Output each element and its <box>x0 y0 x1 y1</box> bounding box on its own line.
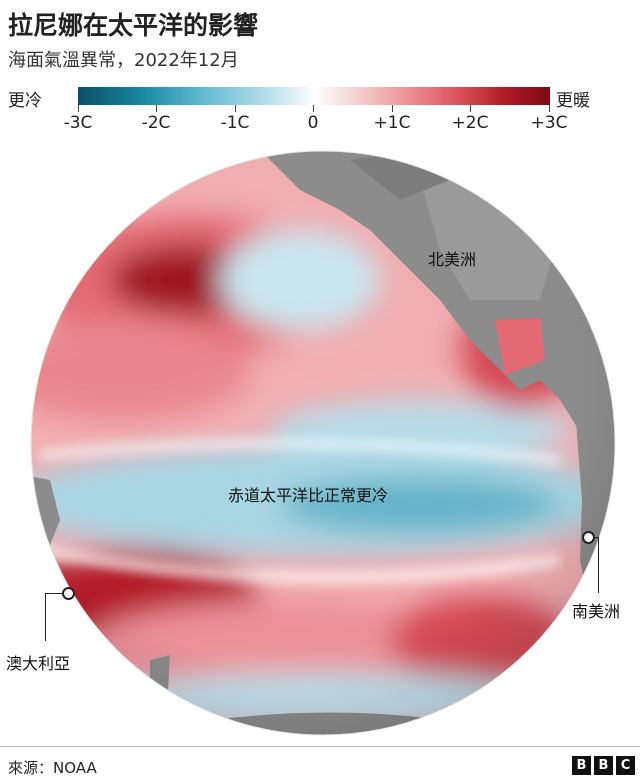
map-label-equatorial-pacific: 赤道太平洋比正常更冷 <box>228 486 389 505</box>
footer-divider <box>0 746 640 747</box>
tick-label-minus-3: -3C <box>63 113 93 133</box>
south-america-marker <box>582 531 595 544</box>
tick-label-minus-2: -2C <box>141 113 171 133</box>
australia-leader-line <box>45 593 46 641</box>
tick-mark <box>156 105 157 112</box>
tick-label-plus-1: +1C <box>373 113 411 133</box>
tick-mark <box>235 105 236 112</box>
map-label-australia: 澳大利亞 <box>6 654 71 673</box>
tick-label-plus-2: +2C <box>451 113 489 133</box>
logo-letter: B <box>572 756 591 775</box>
tick-label-minus-1: -1C <box>220 113 250 133</box>
tick-label-zero: 0 <box>307 113 319 133</box>
map-label-south-america: 南美洲 <box>572 602 621 621</box>
bbc-logo: B B C <box>572 756 635 775</box>
map-label-north-america: 北美洲 <box>428 250 477 269</box>
australia-leader-line-h <box>45 593 67 594</box>
color-scale-bar <box>78 87 550 105</box>
globe-map <box>30 150 616 736</box>
logo-letter: B <box>594 756 613 775</box>
tick-label-plus-3: +3C <box>530 113 568 133</box>
australia-marker <box>62 587 75 600</box>
tick-mark <box>470 105 471 112</box>
tick-mark <box>549 105 550 112</box>
page-subtitle: 海面氣溫異常，2022年12月 <box>8 50 239 71</box>
legend-colder-label: 更冷 <box>8 91 42 111</box>
tick-mark <box>392 105 393 112</box>
page-title: 拉尼娜在太平洋的影響 <box>8 11 259 40</box>
south-america-leader-line <box>598 537 599 593</box>
tick-mark <box>78 105 79 112</box>
color-scale-ticks <box>78 105 550 113</box>
tick-mark <box>313 105 314 112</box>
source-credit: 來源：NOAA <box>8 759 97 777</box>
legend-warmer-label: 更暖 <box>556 91 590 111</box>
logo-letter: C <box>616 756 635 775</box>
